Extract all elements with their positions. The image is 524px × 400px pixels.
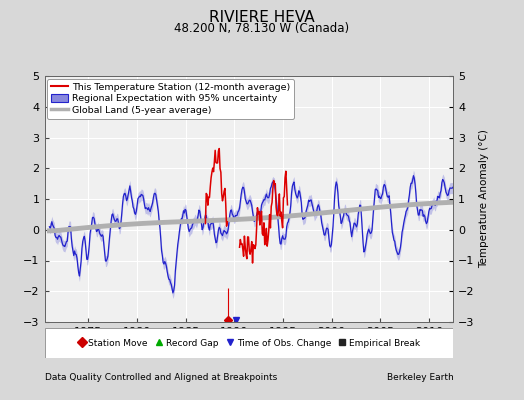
Text: Data Quality Controlled and Aligned at Breakpoints: Data Quality Controlled and Aligned at B…: [45, 374, 277, 382]
Legend: Station Move, Record Gap, Time of Obs. Change, Empirical Break: Station Move, Record Gap, Time of Obs. C…: [74, 335, 424, 351]
Text: 48.200 N, 78.130 W (Canada): 48.200 N, 78.130 W (Canada): [174, 22, 350, 35]
Text: RIVIERE HEVA: RIVIERE HEVA: [209, 10, 315, 26]
Legend: This Temperature Station (12-month average), Regional Expectation with 95% uncer: This Temperature Station (12-month avera…: [47, 79, 294, 119]
Text: Berkeley Earth: Berkeley Earth: [387, 374, 453, 382]
Y-axis label: Temperature Anomaly (°C): Temperature Anomaly (°C): [479, 130, 489, 268]
